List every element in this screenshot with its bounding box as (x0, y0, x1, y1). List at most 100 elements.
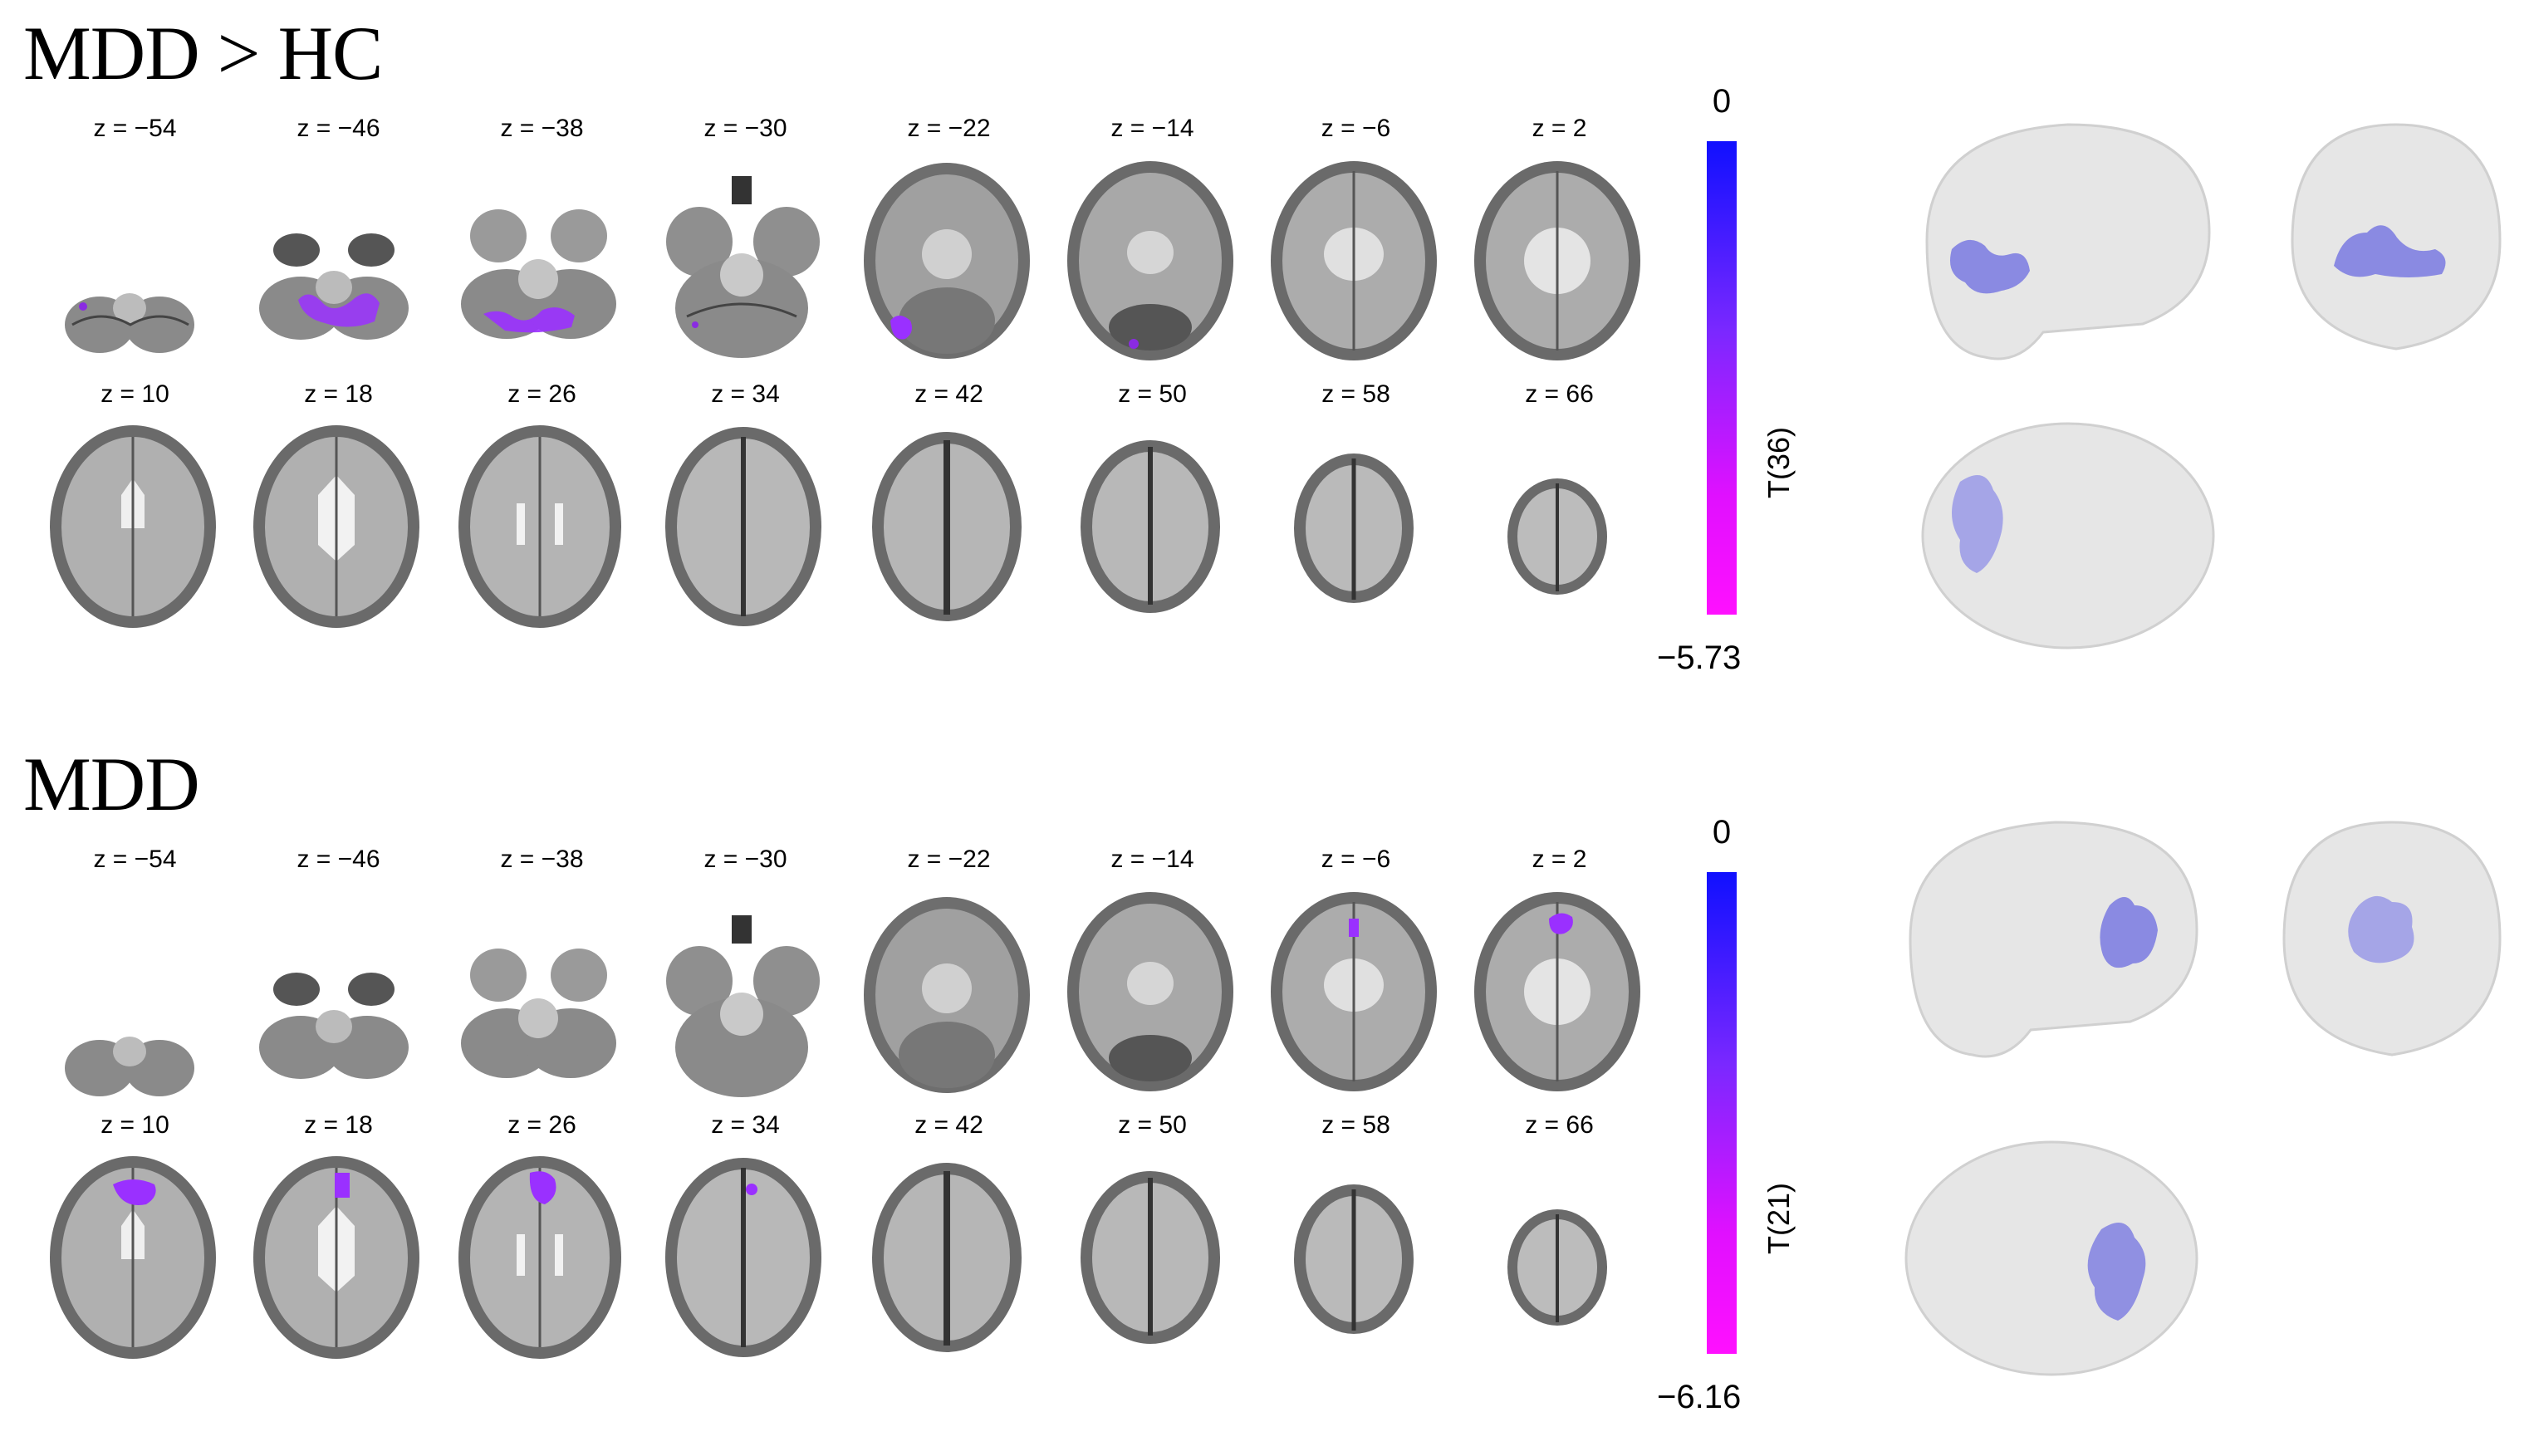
cluster-blob (2348, 895, 2414, 963)
slice-z-neg38: z = −38 (440, 116, 644, 374)
brain-slice-image (1468, 877, 1650, 1105)
brain-slice-image (1264, 1143, 1447, 1370)
slice-z-neg30: z = −30 (644, 847, 847, 1105)
cerebellum-slice-image (450, 877, 633, 1105)
slice-label: z = 18 (304, 380, 373, 408)
slice-z-neg54: z = −54 (33, 116, 237, 374)
brain-slice-image (1264, 146, 1447, 374)
colorbar-gradient (1707, 872, 1737, 1354)
slice-label: z = −54 (93, 115, 177, 142)
slice-z-50: z = 50 (1051, 1113, 1254, 1370)
cerebellum-slice-image (43, 877, 226, 1105)
brain-slice-image (857, 877, 1040, 1105)
brain-slice-image (1061, 877, 1243, 1105)
cluster-blob (2100, 897, 2158, 968)
slice-label: z = −22 (907, 115, 991, 142)
slice-z-18: z = 18 (237, 382, 440, 640)
cluster-blob (2087, 1223, 2146, 1321)
brain-slice-image (1061, 146, 1243, 374)
slice-label: z = −46 (297, 846, 380, 873)
slice-z-neg46: z = −46 (237, 116, 440, 374)
slice-z-58: z = 58 (1254, 382, 1458, 640)
slice-z-neg22: z = −22 (847, 116, 1051, 374)
brain-slice-image (1264, 412, 1447, 640)
panel-mdd: MDD z = −54 z = −46 z = −38 z = −30 z = … (0, 731, 2534, 1456)
panel-mdd-vs-hc: MDD > HC z = −54 z = −46 z = −38 z = −30… (0, 0, 2534, 714)
axial-slice-grid: z = −54 z = −46 z = −38 z = −30 z = −22 … (33, 116, 1661, 648)
slice-z-18: z = 18 (237, 1113, 440, 1370)
slice-label: z = 58 (1321, 380, 1390, 408)
glass-brain-axial (1910, 415, 2226, 656)
brain-slice-image (654, 1143, 836, 1370)
slice-label: z = 26 (507, 1111, 576, 1139)
slice-label: z = −14 (1110, 846, 1194, 873)
brain-slice-image (450, 412, 633, 640)
brain-slice-image (857, 1143, 1040, 1370)
brain-slice-image (247, 1143, 429, 1370)
colorbar-gradient (1707, 141, 1737, 615)
colorbar-min-label: −6.16 (1657, 1379, 1742, 1415)
brain-slice-image (857, 412, 1040, 640)
brain-slice-image (1468, 412, 1650, 640)
glass-brain-coronal (2276, 116, 2517, 365)
cerebellum-slice-image (43, 146, 226, 374)
slice-label: z = 2 (1532, 846, 1587, 873)
slice-z-50: z = 50 (1051, 382, 1254, 640)
brain-slice-image (1264, 877, 1447, 1105)
glass-brain-coronal (2267, 814, 2517, 1071)
slice-z-42: z = 42 (847, 1113, 1051, 1370)
slice-label: z = 42 (914, 1111, 983, 1139)
brain-slice-image (1061, 1143, 1243, 1370)
slice-label: z = −46 (297, 115, 380, 142)
glass-brain-sagittal (1894, 814, 2209, 1071)
slice-z-neg22: z = −22 (847, 847, 1051, 1105)
slice-z-66: z = 66 (1458, 382, 1661, 640)
slice-z-neg46: z = −46 (237, 847, 440, 1105)
brain-slice-image (654, 412, 836, 640)
brain-slice-image (247, 412, 429, 640)
slice-label: z = 26 (507, 380, 576, 408)
slice-z-26: z = 26 (440, 382, 644, 640)
slice-label: z = −54 (93, 846, 177, 873)
colorbar-stat-label: T(36) (1762, 426, 1796, 498)
glass-brain-sagittal (1910, 116, 2218, 365)
slice-z-10: z = 10 (33, 1113, 237, 1370)
slice-label: z = 66 (1525, 1111, 1594, 1139)
slice-z-neg30: z = −30 (644, 116, 847, 374)
slice-label: z = −30 (703, 115, 787, 142)
slice-label: z = 18 (304, 1111, 373, 1139)
cerebellum-slice-image (450, 146, 633, 374)
brain-slice-image (450, 1143, 633, 1370)
slice-label: z = −38 (500, 846, 584, 873)
slice-z-neg14: z = −14 (1051, 116, 1254, 374)
slice-z-58: z = 58 (1254, 1113, 1458, 1370)
axial-slice-grid: z = −54 z = −46 z = −38 z = −30 z = −22 … (33, 847, 1661, 1379)
slice-z-neg6: z = −6 (1254, 116, 1458, 374)
colorbar-max-label: 0 (1712, 83, 1732, 120)
slice-label: z = −6 (1321, 115, 1391, 142)
cerebellum-slice-image (247, 877, 429, 1105)
slice-z-66: z = 66 (1458, 1113, 1661, 1370)
slice-label: z = 50 (1118, 380, 1187, 408)
slice-z-10: z = 10 (33, 382, 237, 640)
slice-label: z = 50 (1118, 1111, 1187, 1139)
cluster-blob (2334, 225, 2446, 277)
brain-slice-image (43, 1143, 226, 1370)
colorbar-max-label: 0 (1712, 814, 1732, 851)
slice-z-neg6: z = −6 (1254, 847, 1458, 1105)
panel-title: MDD (23, 742, 200, 826)
slice-label: z = 58 (1321, 1111, 1390, 1139)
slice-label: z = −30 (703, 846, 787, 873)
brain-slice-image (1468, 146, 1650, 374)
slice-z-neg54: z = −54 (33, 847, 237, 1105)
brain-slice-image (654, 146, 836, 374)
slice-z-2: z = 2 (1458, 116, 1661, 374)
slice-label: z = 66 (1525, 380, 1594, 408)
brain-slice-image (857, 146, 1040, 374)
colorbar-stat-label: T(21) (1762, 1182, 1796, 1254)
brain-slice-image (1061, 412, 1243, 640)
brain-slice-image (654, 877, 836, 1105)
slice-label: z = 34 (711, 1111, 780, 1139)
slice-z-2: z = 2 (1458, 847, 1661, 1105)
slice-z-neg14: z = −14 (1051, 847, 1254, 1105)
